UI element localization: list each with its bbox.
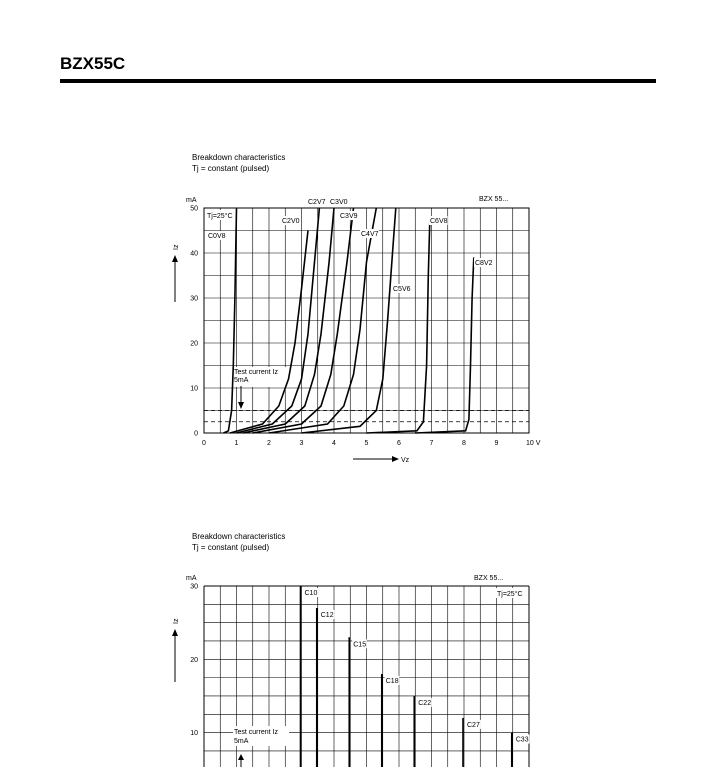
x-axis-label: Vz [401, 457, 410, 464]
x-tick-label: 7 [430, 440, 434, 447]
y-tick-label: 40 [190, 251, 198, 258]
y-axis-label: Iz [173, 244, 180, 250]
x-tick-label: 3 [300, 440, 304, 447]
condition-label: Tj=25°C [207, 212, 233, 220]
series-curve-c5v6 [301, 207, 397, 434]
x-tick-label: 4 [332, 440, 336, 447]
series-label-bg [392, 284, 411, 293]
part-number-watermark: BZX 55... [479, 196, 508, 203]
page-title: BZX55C [60, 54, 126, 73]
series-curve-c2v0 [229, 230, 309, 434]
series-label-c3v0: C3V0 [330, 199, 348, 206]
series-label-c6v8: C6V8 [430, 218, 448, 225]
series-label-c8v2: C8V2 [475, 260, 493, 267]
x-axis-arrow-head [392, 456, 399, 462]
series-curve-c2v7 [236, 207, 321, 434]
series-label-bg [360, 229, 379, 238]
test-current-label: Test current Iz [234, 369, 278, 376]
series-curve-c8v2 [415, 257, 475, 434]
series-label-bg [329, 197, 348, 206]
header-rule [60, 79, 656, 83]
x-tick-label: 9 [495, 440, 499, 447]
chart1-caption-line1: Breakdown characteristics [192, 153, 286, 162]
series-label-c2v7: C2V7 [308, 199, 326, 206]
y-tick-label: 0 [194, 431, 198, 438]
chart2-caption-line2: Tj = constant (pulsed) [192, 543, 270, 552]
test-current-arrow-head [238, 402, 244, 409]
series-label-c4v7: C4V7 [361, 231, 379, 238]
x-tick-label: 10 V [526, 440, 541, 447]
series-curve-c6v8 [366, 216, 431, 434]
x-tick-label: 1 [235, 440, 239, 447]
series-label-bg [307, 197, 326, 206]
series-label-c5v6: C5V6 [393, 286, 411, 293]
series-curve-c3v9 [252, 207, 355, 434]
series-curve-c3v0 [242, 207, 335, 434]
series-label-c0v8: C0V8 [208, 233, 226, 240]
y-tick-label: 10 [190, 386, 198, 393]
x-tick-label: 6 [397, 440, 401, 447]
chart2-caption: Breakdown characteristics Tj = constant … [192, 531, 285, 553]
test-current-value: 5mA [234, 377, 249, 384]
series-curve-c0v8 [223, 207, 238, 434]
series-label-c3v9: C3V9 [340, 213, 358, 220]
y-tick-label: 30 [190, 296, 198, 303]
y-unit-label: mA [186, 197, 197, 204]
x-tick-label: 5 [365, 440, 369, 447]
y-tick-label: 20 [190, 341, 198, 348]
x-tick-label: 8 [462, 440, 466, 447]
series-curve-c4v7 [268, 207, 378, 434]
series-label-c2v0: C2V0 [282, 218, 300, 225]
series-label-bg [429, 216, 448, 225]
chart1-caption: Breakdown characteristics Tj = constant … [192, 152, 285, 174]
y-tick-label: 50 [190, 206, 198, 213]
series-label-bg [474, 258, 493, 267]
chart1-caption-line2: Tj = constant (pulsed) [192, 164, 270, 173]
series-label-bg [207, 231, 226, 240]
series-label-bg [281, 216, 300, 225]
series-label-bg [339, 211, 358, 220]
x-tick-label: 2 [267, 440, 271, 447]
condition-label-bg [205, 210, 233, 220]
test-current-label-bg [233, 367, 289, 387]
chart2-caption-line1: Breakdown characteristics [192, 532, 286, 541]
x-tick-label: 0 [202, 440, 206, 447]
y-axis-arrow-head [172, 255, 178, 262]
